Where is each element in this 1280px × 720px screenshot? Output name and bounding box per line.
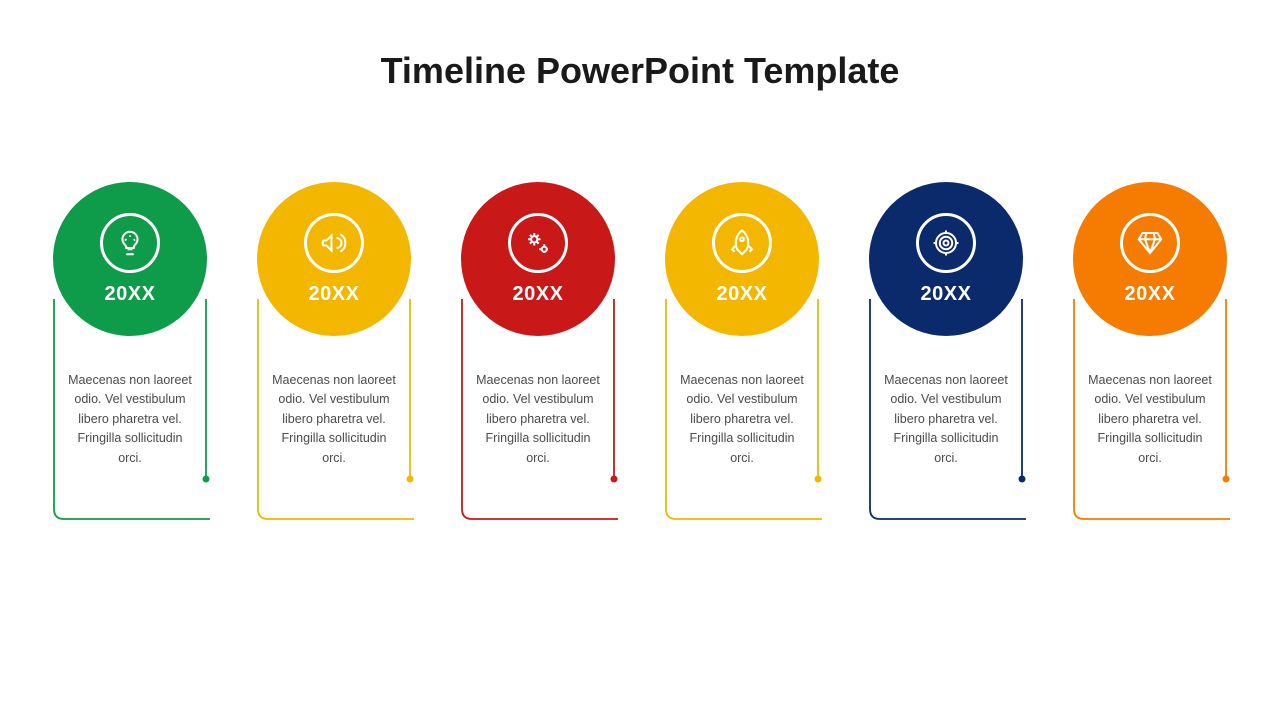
year-label: 20XX [717,283,768,306]
year-label: 20XX [921,283,972,306]
year-label: 20XX [105,283,156,306]
timeline-item: 20XX Maecenas non laoreet odio. Vel vest… [254,182,414,468]
timeline-container: 20XX Maecenas non laoreet odio. Vel vest… [0,182,1280,468]
year-circle: 20XX [53,182,207,336]
item-description: Maecenas non laoreet odio. Vel vestibulu… [662,371,822,468]
year-label: 20XX [513,283,564,306]
gears-icon [508,213,568,273]
year-label: 20XX [1125,283,1176,306]
year-circle: 20XX [257,182,411,336]
item-description: Maecenas non laoreet odio. Vel vestibulu… [458,371,618,468]
target-icon [916,213,976,273]
item-description: Maecenas non laoreet odio. Vel vestibulu… [254,371,414,468]
megaphone-icon [304,213,364,273]
bulb-icon [100,213,160,273]
timeline-item: 20XX Maecenas non laoreet odio. Vel vest… [458,182,618,468]
year-circle: 20XX [869,182,1023,336]
rocket-icon [712,213,772,273]
item-description: Maecenas non laoreet odio. Vel vestibulu… [50,371,210,468]
year-circle: 20XX [1073,182,1227,336]
year-label: 20XX [309,283,360,306]
page-title: Timeline PowerPoint Template [0,0,1280,92]
timeline-item: 20XX Maecenas non laoreet odio. Vel vest… [866,182,1026,468]
timeline-item: 20XX Maecenas non laoreet odio. Vel vest… [50,182,210,468]
item-description: Maecenas non laoreet odio. Vel vestibulu… [1070,371,1230,468]
year-circle: 20XX [665,182,819,336]
item-description: Maecenas non laoreet odio. Vel vestibulu… [866,371,1026,468]
year-circle: 20XX [461,182,615,336]
timeline-item: 20XX Maecenas non laoreet odio. Vel vest… [1070,182,1230,468]
timeline-item: 20XX Maecenas non laoreet odio. Vel vest… [662,182,822,468]
diamond-icon [1120,213,1180,273]
